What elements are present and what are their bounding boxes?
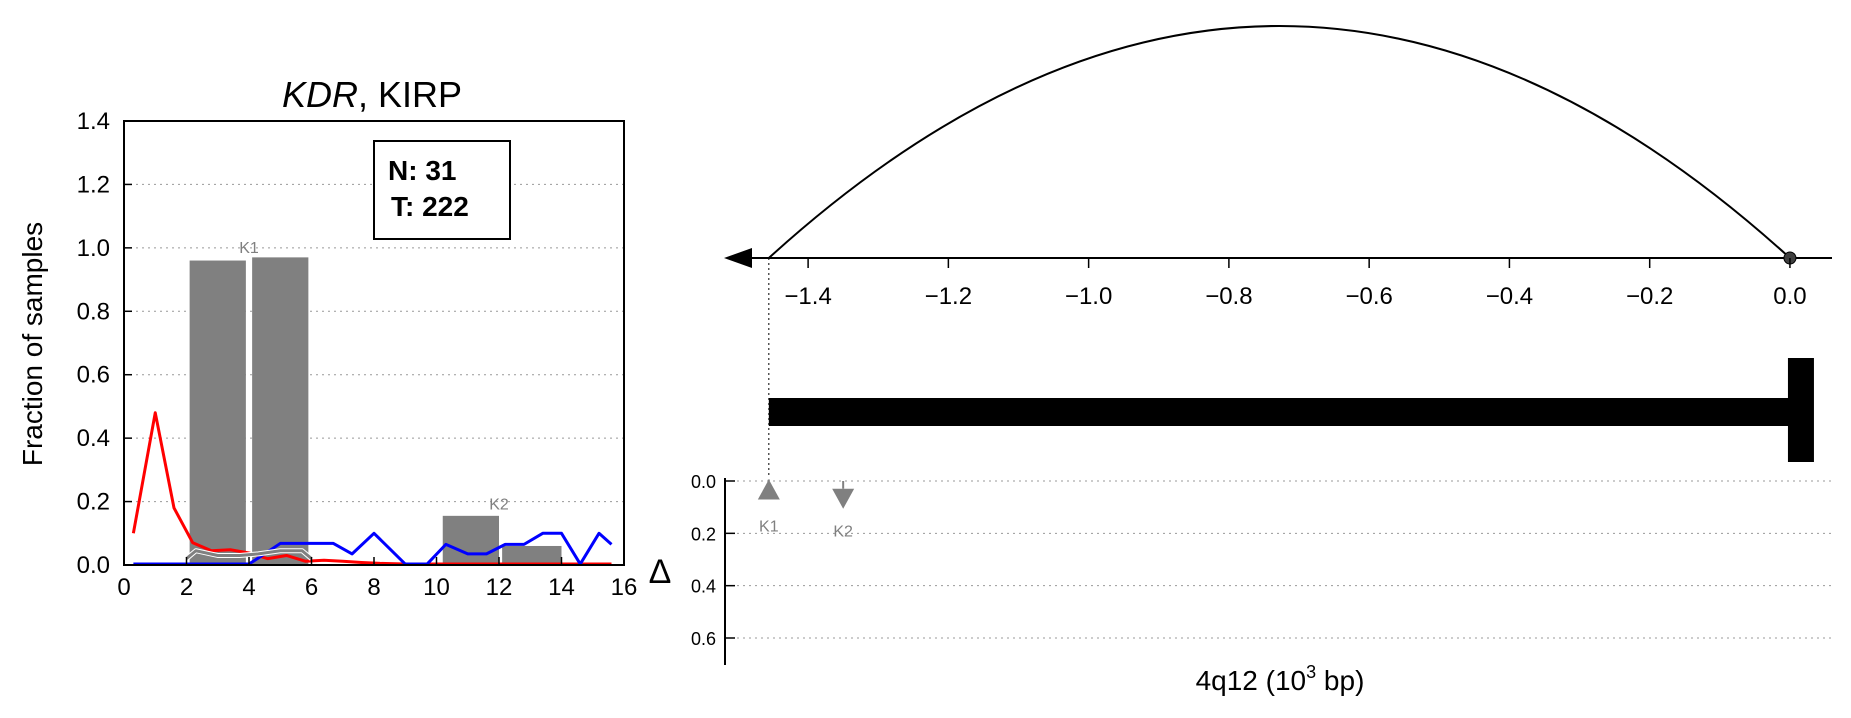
right-x-axis-label: 4q12 (103 bp) (1196, 662, 1365, 696)
y-tick-label: 0.8 (77, 298, 110, 325)
left-bar-labels: K1 K2 (239, 240, 509, 514)
title-gene: KDR (282, 74, 358, 115)
xlabel-superscript: 3 (1306, 662, 1316, 682)
x-tick-label: 0.0 (1773, 283, 1806, 310)
bar-label: K1 (239, 240, 259, 257)
y-tick-label: 0.0 (77, 552, 110, 579)
gene-body-bar (768, 398, 1790, 426)
xlabel-tail: bp) (1316, 665, 1364, 696)
left-chart-title: KDR, KIRP (282, 74, 462, 115)
right-chart: −1.4 −1.2 −1.0 −0.8 −0.6 −0.4 −0.2 0.0 0.00.20.… (649, 25, 1835, 696)
y-tick-label: 0.2 (77, 489, 110, 516)
marker-label: K2 (833, 524, 853, 541)
axis-arrow-icon (724, 248, 752, 268)
x-tick-label: 12 (486, 574, 513, 601)
x-tick-label: −0.4 (1486, 283, 1533, 310)
marker-triangle-down-icon (832, 488, 855, 509)
y-tick-label: 0.4 (77, 425, 110, 452)
series-line (185, 549, 313, 560)
right-x-ticks: −1.4 −1.2 −1.0 −0.8 −0.6 −0.4 −0.2 0.0 (784, 258, 1807, 310)
info-box-n: N: 31 (388, 155, 456, 186)
x-tick-label: 14 (548, 574, 575, 601)
x-tick-label: −1.4 (784, 283, 831, 310)
bar (442, 515, 499, 565)
title-rest: , KIRP (358, 74, 462, 115)
x-tick-label: −1.0 (1065, 283, 1112, 310)
y-tick-label: 1.2 (77, 171, 110, 198)
marker-triangle-up-icon (757, 479, 780, 500)
x-tick-label: −0.6 (1345, 283, 1392, 310)
x-tick-label: 16 (611, 574, 638, 601)
delta-markers: K1 K2 (757, 479, 855, 541)
x-tick-label: −0.2 (1626, 283, 1673, 310)
y-tick-label: 1.4 (77, 108, 110, 135)
gene-end-cap (1787, 358, 1814, 462)
info-box-frame (373, 140, 511, 240)
marker-label: K1 (759, 518, 779, 535)
delta-grid (725, 480, 1835, 639)
x-tick-label: 8 (367, 574, 380, 601)
x-tick-label: 6 (305, 574, 318, 601)
x-tick-label: −1.2 (925, 283, 972, 310)
x-tick-label: 2 (180, 574, 193, 601)
delta-tick-label: 0.0 (691, 472, 716, 492)
y-tick-label: 1.0 (77, 235, 110, 262)
info-box: N: 31 T: 222 (373, 140, 511, 240)
delta-tick-label: 0.6 (691, 629, 716, 649)
bar (189, 260, 246, 565)
region-arc (768, 25, 1791, 259)
bar (502, 545, 562, 565)
left-chart: 0 2 4 6 8 10 12 14 16 0.0 0.2 0.4 0.6 0.8 1.0 1.2 1.4 K… (17, 74, 637, 601)
x-tick-label: 4 (242, 574, 255, 601)
left-x-ticks: 0 2 4 6 8 10 12 14 16 (117, 557, 637, 601)
info-box-t: T: 222 (391, 191, 469, 222)
xlabel-main: 4q12 (10 (1196, 665, 1307, 696)
bar-label: K2 (489, 497, 509, 514)
x-tick-label: 0 (117, 574, 130, 601)
x-tick-label: −0.8 (1205, 283, 1252, 310)
delta-axis-label: Δ (649, 553, 672, 591)
x-tick-label: 10 (423, 574, 450, 601)
delta-ticks: 0.0 0.2 0.4 0.6 (691, 472, 735, 649)
left-y-axis-label: Fraction of samples (17, 222, 48, 466)
y-tick-label: 0.6 (77, 362, 110, 389)
left-y-ticks: 0.0 0.2 0.4 0.6 0.8 1.0 1.2 1.4 (77, 108, 132, 579)
bar (252, 257, 309, 565)
delta-tick-label: 0.4 (691, 577, 716, 597)
left-bars (189, 257, 562, 565)
delta-tick-label: 0.2 (691, 524, 716, 544)
